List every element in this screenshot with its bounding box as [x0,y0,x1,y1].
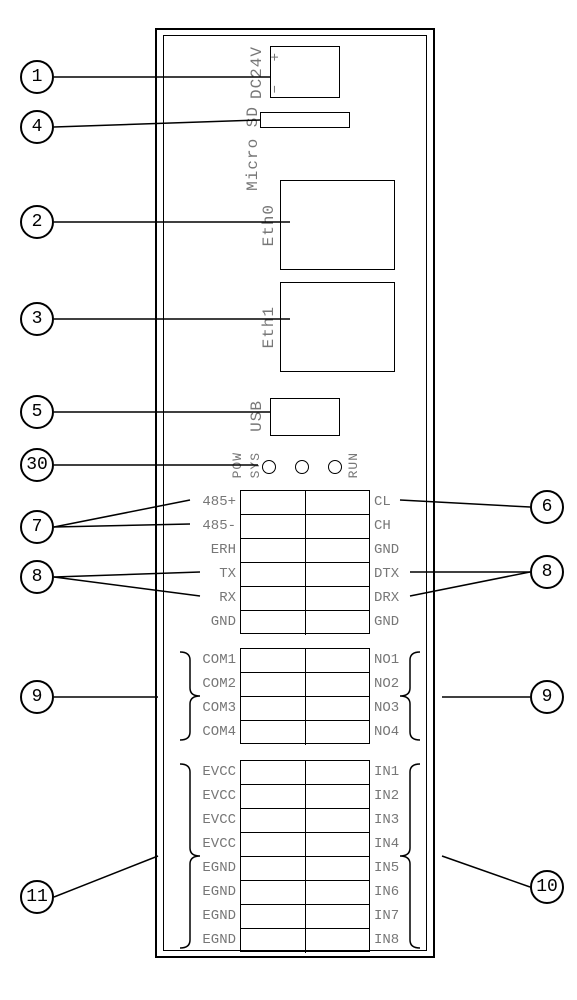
callout-1: 1 [20,60,54,94]
eth1-label: Eth1 [260,306,278,348]
terminal-label: EVCC [202,764,236,780]
terminal-label: COM4 [202,724,236,740]
callout-10: 10 [530,870,564,904]
dc24v-label: DC24V [248,46,266,99]
callout-2: 2 [20,205,54,239]
terminal-label: DRX [374,590,399,606]
callout-30: 30 [20,448,54,482]
callout-6: 6 [530,490,564,524]
terminal-block-3 [240,760,370,952]
led-indicator [295,460,309,474]
plus-label: + [268,52,284,61]
terminal-label: IN5 [374,860,399,876]
eth1-port [280,282,395,372]
terminal-label: GND [374,614,399,630]
terminal-label: IN8 [374,932,399,948]
terminal-label: EVCC [202,836,236,852]
terminal-label: EVCC [202,812,236,828]
terminal-label: COM1 [202,652,236,668]
terminal-block-2 [240,648,370,744]
eth0-label: Eth0 [260,204,278,246]
led-indicator [262,460,276,474]
terminal-label: EGND [202,932,236,948]
callout-4: 4 [20,110,54,144]
terminal-label: EVCC [202,788,236,804]
terminal-label: RX [219,590,236,606]
callout-8: 8 [530,555,564,589]
terminal-label: EGND [202,884,236,900]
terminal-block-1 [240,490,370,634]
terminal-label: NO3 [374,700,399,716]
led-indicator [328,460,342,474]
terminal-label: ERH [211,542,236,558]
callout-9: 9 [530,680,564,714]
usb-label: USB [248,400,266,432]
terminal-label: GND [211,614,236,630]
callout-3: 3 [20,302,54,336]
terminal-label: EGND [202,908,236,924]
callout-11: 11 [20,880,54,914]
sys-label: SYS [248,452,263,478]
callout-9: 9 [20,680,54,714]
terminal-label: IN2 [374,788,399,804]
terminal-label: CH [374,518,391,534]
terminal-label: TX [219,566,236,582]
terminal-label: COM2 [202,676,236,692]
device-diagram: DC24V + − Micro SD Eth0 Eth1 USB POW SYS… [0,0,577,1000]
terminal-label: GND [374,542,399,558]
microsd-label: Micro SD [244,106,262,191]
terminal-label: COM3 [202,700,236,716]
terminal-label: IN6 [374,884,399,900]
terminal-label: IN7 [374,908,399,924]
terminal-label: NO4 [374,724,399,740]
run-label: RUN [346,452,361,478]
terminal-label: 485- [202,518,236,534]
terminal-label: IN1 [374,764,399,780]
terminal-label: NO1 [374,652,399,668]
minus-label: − [268,84,284,93]
eth0-port [280,180,395,270]
terminal-label: DTX [374,566,399,582]
terminal-label: CL [374,494,391,510]
terminal-label: NO2 [374,676,399,692]
terminal-label: EGND [202,860,236,876]
sd-slot [260,112,350,128]
usb-port [270,398,340,436]
callout-7: 7 [20,510,54,544]
callout-5: 5 [20,395,54,429]
pow-label: POW [230,452,245,478]
callout-8: 8 [20,560,54,594]
terminal-label: IN4 [374,836,399,852]
terminal-label: 485+ [202,494,236,510]
terminal-label: IN3 [374,812,399,828]
